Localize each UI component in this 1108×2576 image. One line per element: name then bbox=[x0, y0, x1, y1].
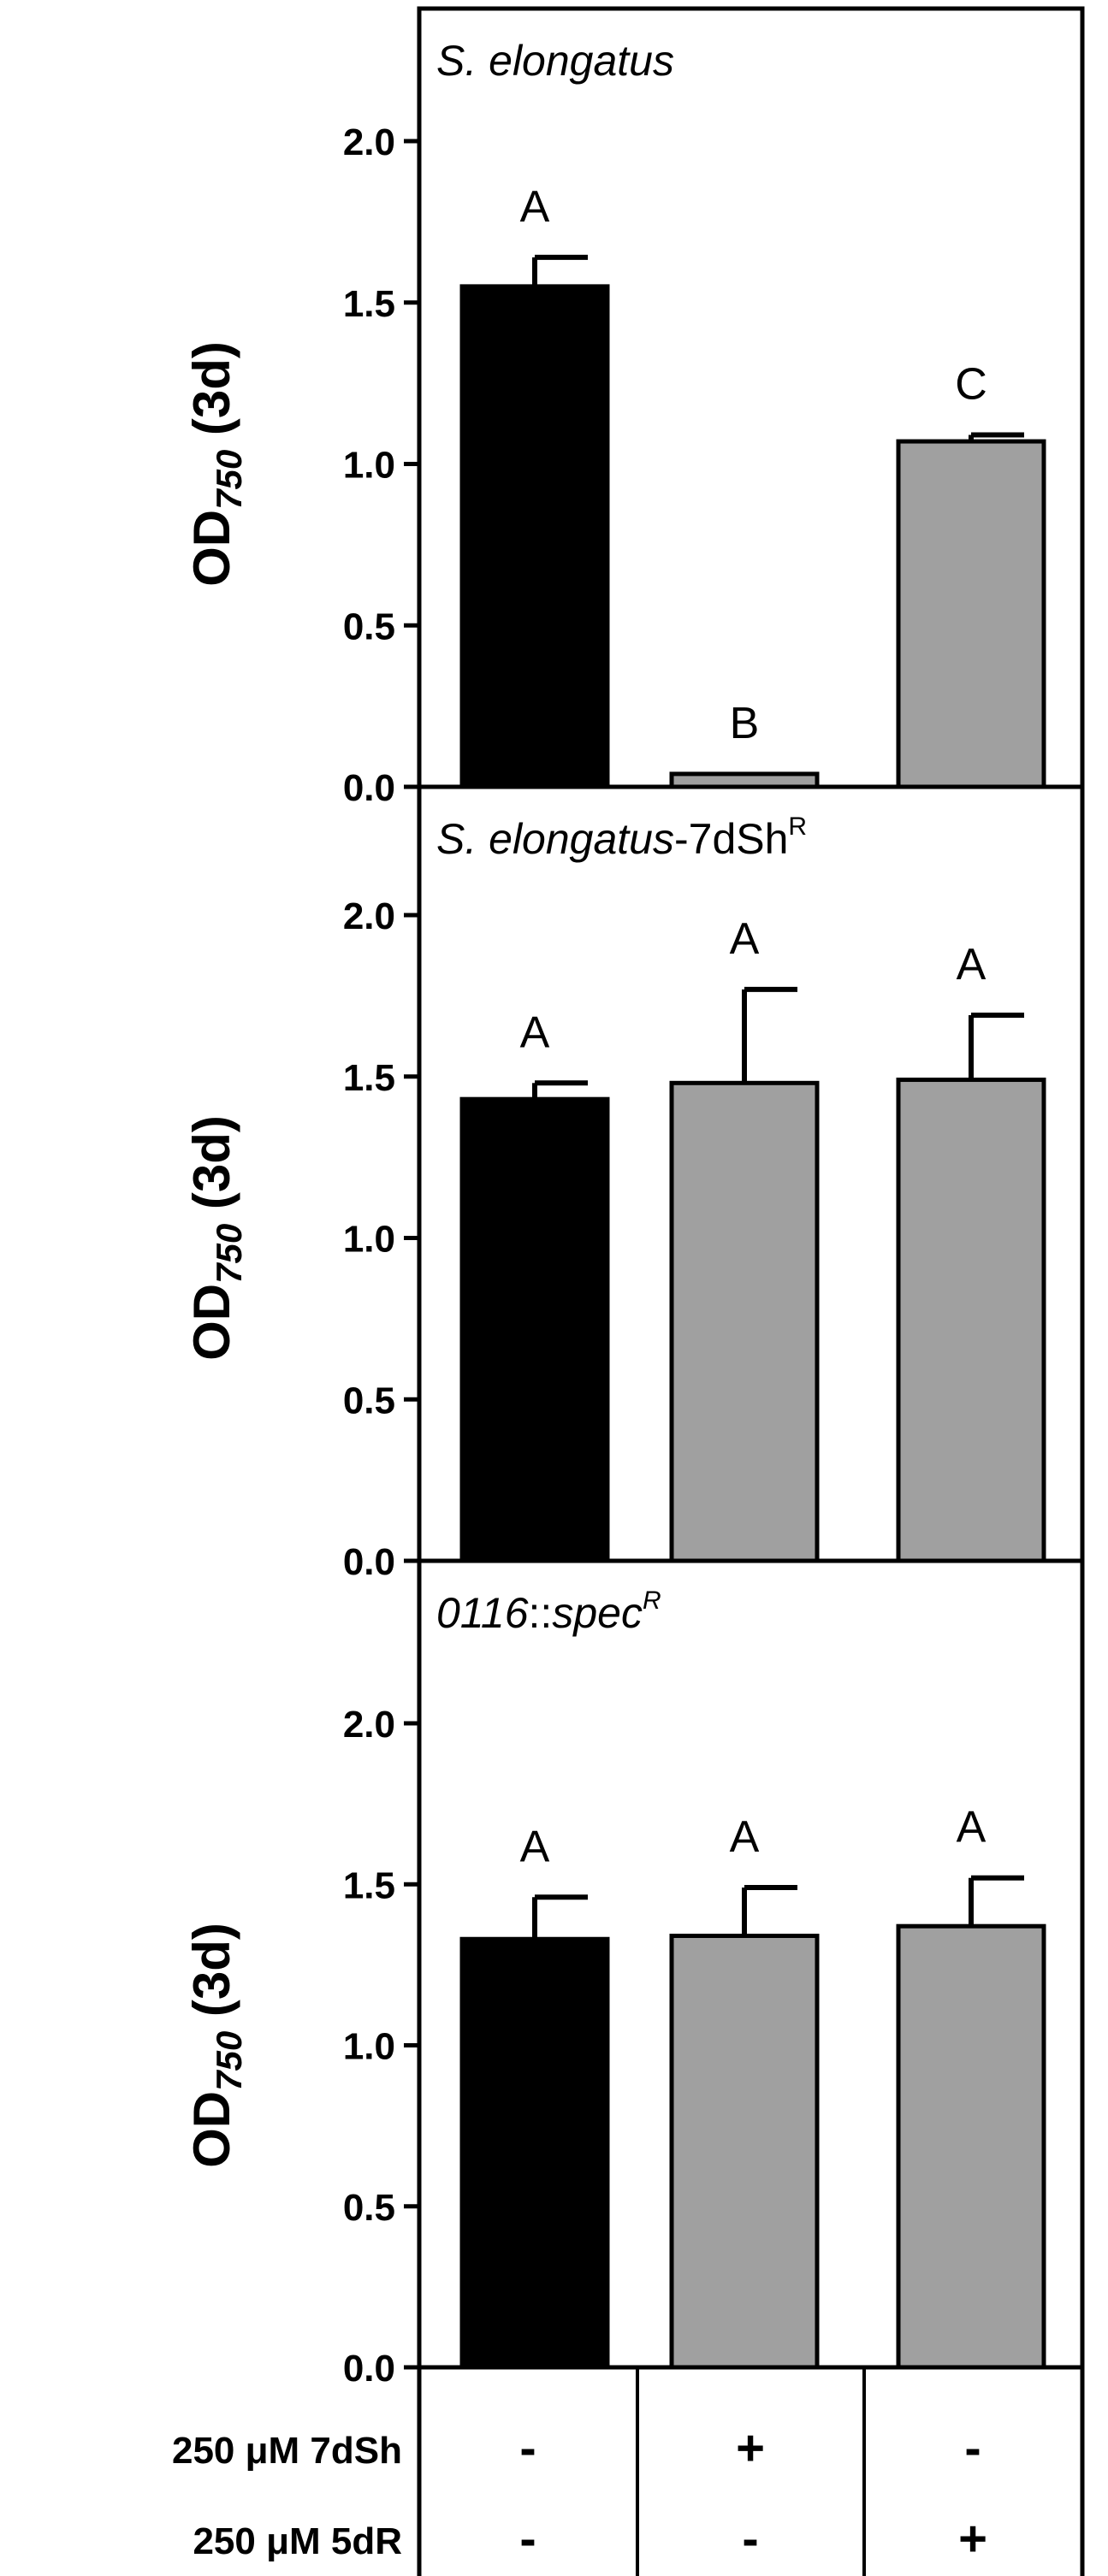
treatment-mark: - bbox=[964, 2420, 981, 2476]
y-tick-label: 1.0 bbox=[343, 1219, 395, 1261]
treatment-table: 250 μM 7dSh - + - 250 μM 5dR - - + bbox=[172, 2367, 1085, 2576]
panel-title: 0116::specR bbox=[436, 1586, 661, 1637]
treatment-mark: - bbox=[519, 2420, 536, 2476]
y-tick-label: 0.5 bbox=[343, 606, 395, 647]
significance-letter: B bbox=[730, 699, 760, 748]
treatment-row-label: 250 μM 5dR bbox=[193, 2520, 402, 2562]
y-tick-label: 0.5 bbox=[343, 2187, 395, 2229]
significance-letter: C bbox=[955, 360, 987, 410]
y-tick-label: 1.5 bbox=[343, 283, 395, 325]
y-tick-label: 0.0 bbox=[343, 1541, 395, 1583]
y-tick-label: 1.0 bbox=[343, 2026, 395, 2068]
bar-control bbox=[459, 1096, 610, 1563]
y-tick-label: 2.0 bbox=[343, 895, 395, 937]
significance-letter: A bbox=[520, 1822, 550, 1871]
y-tick-label: 1.5 bbox=[343, 1864, 395, 1906]
treatment-mark: + bbox=[958, 2511, 987, 2567]
treatment-mark: - bbox=[742, 2511, 758, 2567]
significance-letter: A bbox=[957, 1803, 987, 1852]
y-tick-label: 1.0 bbox=[343, 445, 395, 487]
panel-frame bbox=[417, 1558, 1085, 2370]
significance-letter: A bbox=[957, 940, 987, 990]
y-tick-label: 0.5 bbox=[343, 1380, 395, 1421]
treatment-mark: - bbox=[519, 2511, 536, 2567]
significance-letter: A bbox=[730, 1812, 760, 1862]
panel-1: 0.0 0.5 1.0 1.5 2.0 OD750 (3d) S. elongatus A B C bbox=[183, 6, 1085, 809]
y-axis-label: OD750 (3d) bbox=[183, 1115, 249, 1361]
panel-title: S. elongatus bbox=[436, 37, 674, 85]
treatment-row-label: 250 μM 7dSh bbox=[172, 2430, 402, 2472]
y-tick-label: 0.0 bbox=[343, 767, 395, 809]
y-tick-label: 2.0 bbox=[343, 1704, 395, 1746]
y-axis-label: OD750 (3d) bbox=[183, 341, 249, 587]
bar-5dR bbox=[896, 439, 1046, 789]
y-tick-label: 1.5 bbox=[343, 1057, 395, 1099]
panel-2: 0.0 0.5 1.0 1.5 2.0 OD750 (3d) S. elongatus-7d… bbox=[183, 784, 1085, 1583]
y-axis-label: OD750 (3d) bbox=[183, 1923, 249, 2168]
treatment-mark: + bbox=[736, 2420, 765, 2476]
bar-control bbox=[459, 284, 610, 789]
y-tick-label: 2.0 bbox=[343, 121, 395, 163]
bar-control bbox=[459, 1936, 610, 2370]
significance-letter: A bbox=[520, 1007, 550, 1057]
bar-7dSh bbox=[669, 1080, 820, 1563]
y-tick-label: 0.0 bbox=[343, 2348, 395, 2390]
bar-5dR bbox=[896, 1078, 1046, 1563]
significance-letter: A bbox=[520, 182, 550, 232]
bar-5dR bbox=[896, 1923, 1046, 2370]
bar-7dSh bbox=[669, 1933, 820, 2370]
panel-title: S. elongatus-7dShR bbox=[436, 812, 807, 863]
significance-letter: A bbox=[730, 914, 760, 964]
